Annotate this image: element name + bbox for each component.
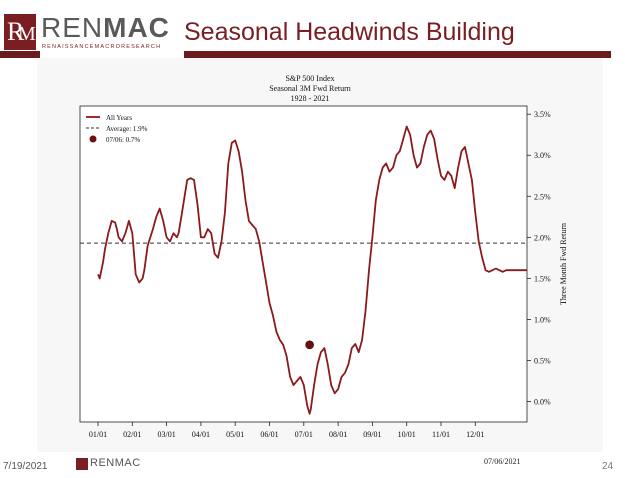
x-tick-label: 03/01 bbox=[157, 430, 175, 439]
header-rule-gap bbox=[40, 51, 184, 58]
y-tick-label: 2.5% bbox=[534, 192, 551, 201]
logo-letter-m: M bbox=[18, 23, 36, 45]
logo-letter-r: R bbox=[7, 17, 25, 46]
legend-label-average: Average: 1.9% bbox=[106, 125, 148, 133]
y-tick-label: 2.0% bbox=[534, 233, 551, 242]
x-tick-label: 02/01 bbox=[123, 430, 141, 439]
y-tick-label: 3.5% bbox=[534, 110, 551, 119]
legend-label-all-years: All Years bbox=[106, 114, 132, 122]
y-tick-label: 3.0% bbox=[534, 151, 551, 160]
chart-subtitle: Seasonal 3M Fwd Return bbox=[269, 84, 351, 93]
brand-wordmark: RENMAC bbox=[41, 14, 170, 42]
brand-light: REN bbox=[41, 12, 104, 43]
x-tick-label: 01/01 bbox=[89, 430, 107, 439]
y-axis-label: Three Month Fwd Return bbox=[559, 223, 568, 305]
x-tick-label: 11/01 bbox=[432, 430, 450, 439]
renmac-logo: R M bbox=[4, 14, 36, 50]
legend-label-marker: 07/06: 0.7% bbox=[106, 136, 140, 144]
chart-period: 1928 - 2021 bbox=[290, 94, 330, 103]
x-tick-label: 10/01 bbox=[398, 430, 416, 439]
plot-area bbox=[79, 105, 528, 423]
x-tick-label: 06/01 bbox=[260, 430, 278, 439]
footer-logo-icon bbox=[76, 458, 88, 470]
y-tick-label: 0.5% bbox=[534, 356, 551, 365]
y-tick-label: 0.0% bbox=[534, 397, 551, 406]
x-tick-label: 12/01 bbox=[466, 430, 484, 439]
y-tick-label: 1.5% bbox=[534, 274, 551, 283]
slide-title: Seasonal Headwinds Building bbox=[184, 18, 515, 46]
brand-bold: MAC bbox=[103, 12, 170, 43]
series-line-all-years bbox=[97, 125, 527, 415]
y-tick-label: 1.0% bbox=[534, 315, 551, 324]
x-tick-label: 07/01 bbox=[295, 430, 313, 439]
footer-brand: RENMAC bbox=[90, 457, 141, 469]
footer-date: 7/19/2021 bbox=[3, 461, 48, 472]
x-tick-label: 04/01 bbox=[192, 430, 210, 439]
chart-date: 07/06/2021 bbox=[484, 457, 521, 466]
x-tick-label: 05/01 bbox=[226, 430, 244, 439]
current-date-marker bbox=[305, 340, 314, 350]
chart-title: S&P 500 Index bbox=[285, 74, 335, 83]
brand-subtitle: RENAISSANCEMACRORESEARCH bbox=[42, 44, 162, 50]
legend-swatch-marker bbox=[89, 135, 97, 143]
x-tick-label: 08/01 bbox=[329, 430, 347, 439]
x-tick-label: 09/01 bbox=[363, 430, 381, 439]
header-rule bbox=[0, 51, 611, 58]
page-number: 24 bbox=[602, 461, 614, 472]
